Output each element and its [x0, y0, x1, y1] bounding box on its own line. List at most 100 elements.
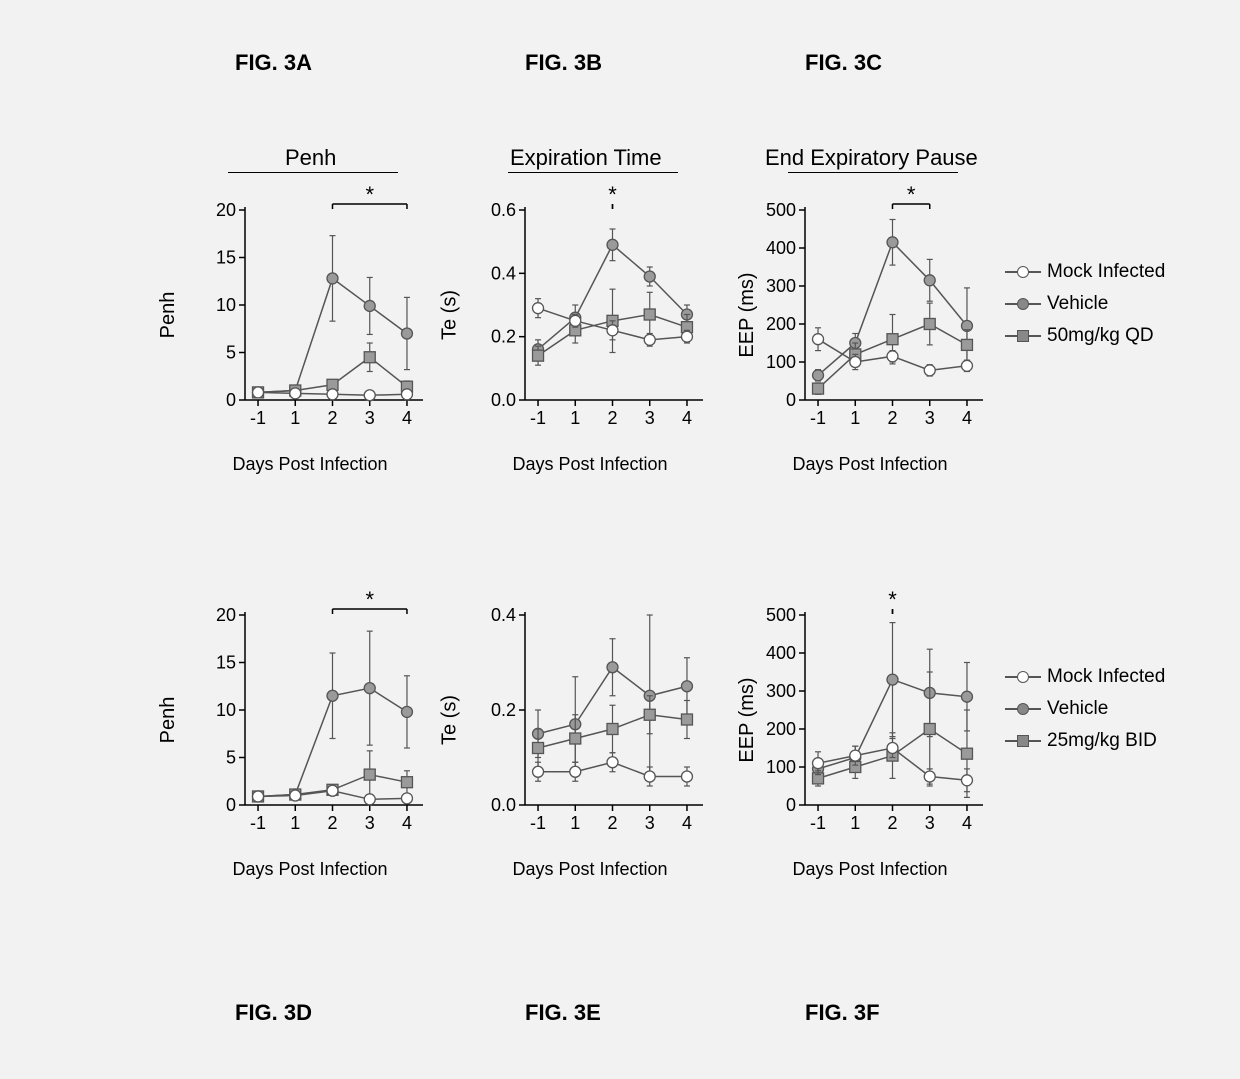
- svg-text:3: 3: [925, 813, 935, 833]
- svg-text:0.0: 0.0: [491, 795, 516, 815]
- legend-item: 25mg/kg BID: [1005, 729, 1165, 753]
- x-axis-label: Days Post Infection: [512, 859, 667, 880]
- fig-label-f: FIG. 3F: [805, 1000, 880, 1026]
- svg-text:500: 500: [766, 605, 796, 625]
- chart-te-top: 0.00.20.40.6-11234*Te (s)Days Post Infec…: [470, 190, 710, 440]
- chart-te-bottom: 0.00.20.4-11234Te (s)Days Post Infection: [470, 595, 710, 845]
- svg-text:3: 3: [645, 813, 655, 833]
- svg-text:0: 0: [786, 390, 796, 410]
- svg-text:3: 3: [645, 408, 655, 428]
- svg-text:10: 10: [216, 295, 236, 315]
- legend-label: Vehicle: [1047, 293, 1108, 315]
- fig-label-a: FIG. 3A: [235, 50, 312, 76]
- svg-text:400: 400: [766, 643, 796, 663]
- legend-marker: [1005, 735, 1041, 747]
- svg-text:0: 0: [226, 390, 236, 410]
- svg-text:0: 0: [226, 795, 236, 815]
- svg-text:1: 1: [850, 813, 860, 833]
- svg-text:5: 5: [226, 748, 236, 768]
- svg-text:500: 500: [766, 200, 796, 220]
- svg-text:0.2: 0.2: [491, 327, 516, 347]
- svg-text:3: 3: [365, 408, 375, 428]
- svg-text:20: 20: [216, 605, 236, 625]
- svg-text:-1: -1: [810, 813, 826, 833]
- svg-text:100: 100: [766, 757, 796, 777]
- title-underline-a: [228, 172, 398, 173]
- legend-item: Vehicle: [1005, 697, 1165, 721]
- svg-text:2: 2: [607, 813, 617, 833]
- legend-bottom: Mock Infected Vehicle 25mg/kg BID: [1005, 665, 1165, 761]
- svg-text:4: 4: [682, 813, 692, 833]
- svg-text:300: 300: [766, 681, 796, 701]
- svg-text:1: 1: [290, 408, 300, 428]
- chart-eep-top: 0100200300400500-11234*EEP (ms)Days Post…: [750, 190, 990, 440]
- svg-text:4: 4: [962, 813, 972, 833]
- y-axis-label: EEP (ms): [736, 677, 759, 762]
- svg-text:15: 15: [216, 653, 236, 673]
- y-axis-label: Penh: [157, 697, 180, 744]
- svg-text:-1: -1: [530, 408, 546, 428]
- x-axis-label: Days Post Infection: [792, 859, 947, 880]
- svg-text:200: 200: [766, 314, 796, 334]
- svg-text:0: 0: [786, 795, 796, 815]
- svg-text:-1: -1: [250, 813, 266, 833]
- fig-label-c: FIG. 3C: [805, 50, 882, 76]
- legend-marker: [1005, 671, 1041, 683]
- legend-marker: [1005, 330, 1041, 342]
- svg-text:3: 3: [365, 813, 375, 833]
- svg-text:300: 300: [766, 276, 796, 296]
- chart-penh-top: 05101520-11234*PenhDays Post Infection: [190, 190, 430, 440]
- svg-text:200: 200: [766, 719, 796, 739]
- legend-item: Vehicle: [1005, 292, 1165, 316]
- legend-marker: [1005, 298, 1041, 310]
- legend-marker: [1005, 703, 1041, 715]
- legend-label: Mock Infected: [1047, 666, 1165, 688]
- svg-text:0.0: 0.0: [491, 390, 516, 410]
- svg-text:1: 1: [570, 408, 580, 428]
- svg-text:0.4: 0.4: [491, 263, 516, 283]
- legend-label: Vehicle: [1047, 698, 1108, 720]
- chart-penh-bottom: 05101520-11234*PenhDays Post Infection: [190, 595, 430, 845]
- svg-text:20: 20: [216, 200, 236, 220]
- svg-text:5: 5: [226, 343, 236, 363]
- svg-text:100: 100: [766, 352, 796, 372]
- x-axis-label: Days Post Infection: [232, 859, 387, 880]
- legend-item: Mock Infected: [1005, 260, 1165, 284]
- svg-text:10: 10: [216, 700, 236, 720]
- y-axis-label: Penh: [157, 292, 180, 339]
- panel-title-expiration: Expiration Time: [510, 145, 662, 171]
- fig-label-e: FIG. 3E: [525, 1000, 601, 1026]
- svg-text:1: 1: [290, 813, 300, 833]
- svg-text:-1: -1: [810, 408, 826, 428]
- svg-text:2: 2: [607, 408, 617, 428]
- y-axis-label: EEP (ms): [736, 272, 759, 357]
- x-axis-label: Days Post Infection: [792, 454, 947, 475]
- svg-text:-1: -1: [530, 813, 546, 833]
- svg-text:1: 1: [570, 813, 580, 833]
- fig-label-b: FIG. 3B: [525, 50, 602, 76]
- svg-text:4: 4: [962, 408, 972, 428]
- legend-marker: [1005, 266, 1041, 278]
- legend-label: 50mg/kg QD: [1047, 325, 1154, 347]
- svg-text:0.4: 0.4: [491, 605, 516, 625]
- svg-text:*: *: [365, 587, 374, 612]
- legend-label: 25mg/kg BID: [1047, 730, 1157, 752]
- svg-text:15: 15: [216, 248, 236, 268]
- legend-item: Mock Infected: [1005, 665, 1165, 689]
- panel-title-eep: End Expiratory Pause: [765, 145, 978, 171]
- legend-item: 50mg/kg QD: [1005, 324, 1165, 348]
- y-axis-label: Te (s): [439, 290, 462, 340]
- svg-text:4: 4: [682, 408, 692, 428]
- fig-label-d: FIG. 3D: [235, 1000, 312, 1026]
- svg-text:0.6: 0.6: [491, 200, 516, 220]
- svg-text:*: *: [907, 182, 916, 207]
- chart-eep-bottom: 0100200300400500-11234*EEP (ms)Days Post…: [750, 595, 990, 845]
- x-axis-label: Days Post Infection: [232, 454, 387, 475]
- svg-text:2: 2: [327, 813, 337, 833]
- x-axis-label: Days Post Infection: [512, 454, 667, 475]
- legend-label: Mock Infected: [1047, 261, 1165, 283]
- svg-text:3: 3: [925, 408, 935, 428]
- svg-text:-1: -1: [250, 408, 266, 428]
- svg-text:*: *: [365, 182, 374, 207]
- svg-text:*: *: [608, 182, 617, 207]
